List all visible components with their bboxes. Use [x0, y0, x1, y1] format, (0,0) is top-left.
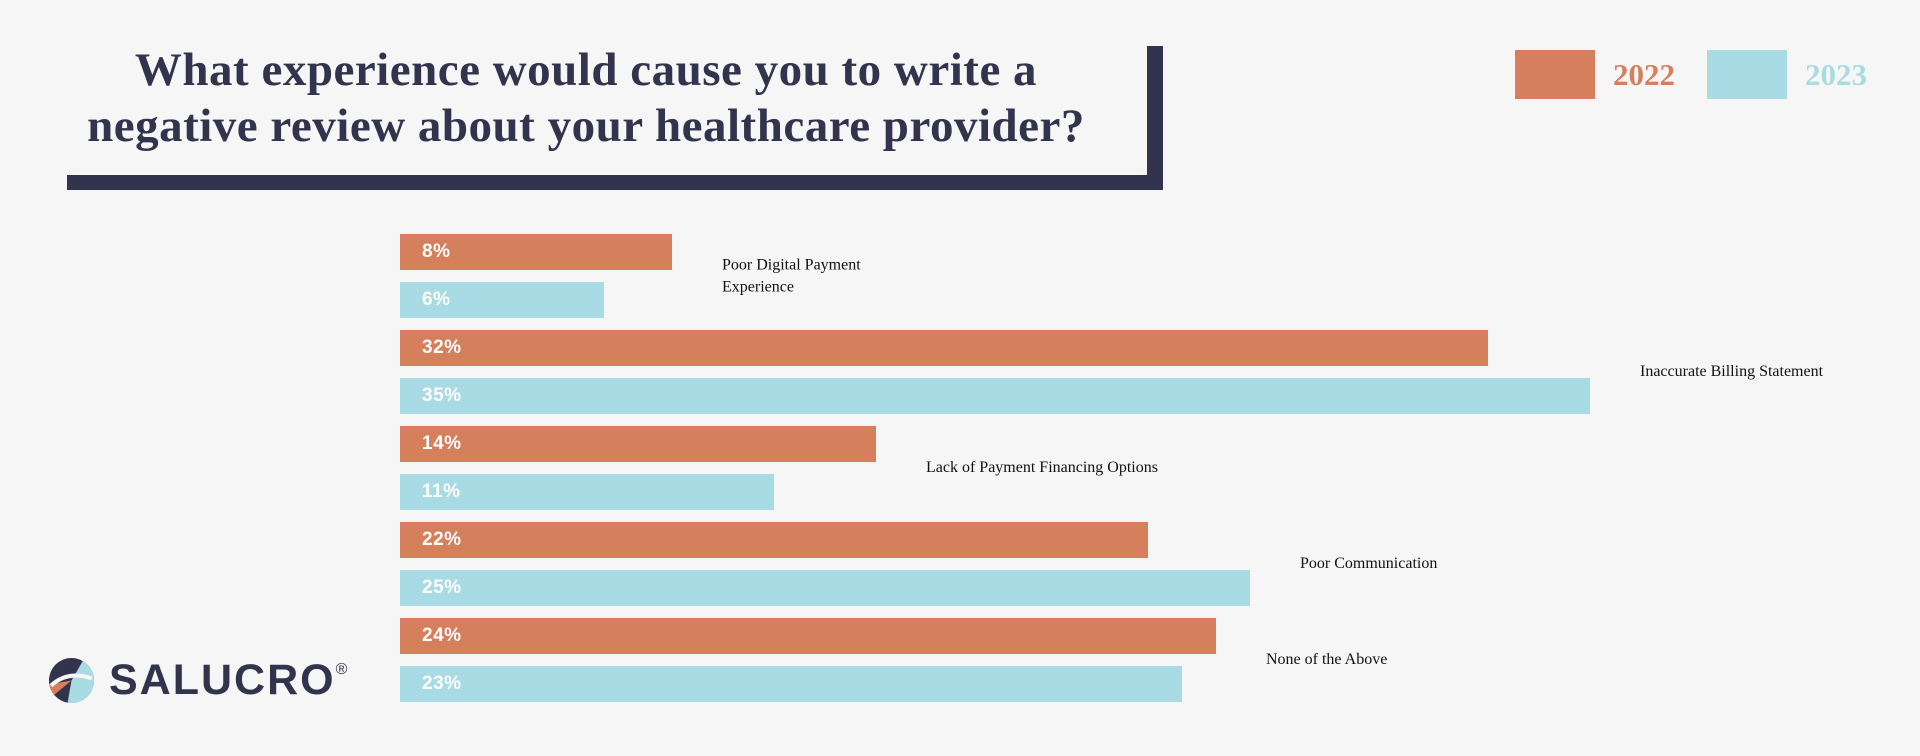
salucro-logo-text: SALUCRO® — [109, 659, 347, 702]
bar-value-label: 22% — [422, 529, 462, 550]
bar-value-label: 14% — [422, 433, 462, 454]
bar-value-label: 8% — [422, 241, 451, 262]
bar-group: 22% 25% Poor Communication — [400, 522, 1870, 606]
title-side-bar — [1147, 46, 1163, 190]
bar-value-label: 23% — [422, 673, 462, 694]
bar-group: 24% 23% None of the Above — [400, 618, 1870, 702]
bar-2022: 22% — [400, 522, 1148, 558]
legend-item-2022: 2022 — [1515, 50, 1675, 99]
salucro-wordmark: SALUCRO — [109, 656, 336, 704]
legend-label-2023: 2023 — [1805, 56, 1867, 92]
bar-2023: 6% — [400, 282, 604, 318]
legend-label-2022: 2022 — [1613, 56, 1675, 92]
salucro-logo-icon — [49, 658, 94, 703]
bar-2022: 8% — [400, 234, 672, 270]
category-label: Poor Digital Payment Experience — [722, 256, 861, 295]
bar-2022: 32% — [400, 330, 1488, 366]
category-label: None of the Above — [1266, 651, 1388, 669]
title-line-2: negative review about your healthcare pr… — [87, 100, 1085, 152]
bar-value-label: 25% — [422, 577, 462, 598]
bar-value-label: 35% — [422, 385, 462, 406]
bar-2022: 24% — [400, 618, 1216, 654]
bar-2023: 11% — [400, 474, 774, 510]
title-line-1: What experience would cause you to write… — [134, 44, 1038, 96]
bar-group: 14% 11% Lack of Payment Financing Options — [400, 426, 1870, 510]
bar-group: 8% 6% Poor Digital Payment Experience — [400, 234, 1870, 318]
legend-swatch-2023 — [1707, 50, 1787, 99]
salucro-logo: SALUCRO® — [49, 658, 347, 703]
bar-value-label: 24% — [422, 625, 462, 646]
bar-2023: 35% — [400, 378, 1590, 414]
title-underline-bar — [67, 175, 1163, 190]
legend: 2022 2023 — [1515, 50, 1867, 99]
category-label: Inaccurate Billing Statement — [1640, 363, 1824, 381]
bar-value-label: 11% — [422, 481, 461, 502]
legend-item-2023: 2023 — [1707, 50, 1867, 99]
category-label: Poor Communication — [1300, 555, 1438, 573]
page-title: What experience would cause you to write… — [46, 42, 1126, 154]
bar-value-label: 32% — [422, 337, 462, 358]
bar-chart: 8% 6% Poor Digital Payment Experience 32% 35… — [400, 234, 1870, 702]
category-label: Lack of Payment Financing Options — [926, 459, 1158, 477]
bar-2023: 25% — [400, 570, 1250, 606]
bar-2022: 14% — [400, 426, 876, 462]
registered-trademark-symbol: ® — [335, 661, 348, 678]
legend-swatch-2022 — [1515, 50, 1595, 99]
bar-value-label: 6% — [422, 289, 451, 310]
bar-2023: 23% — [400, 666, 1182, 702]
bar-group: 32% 35% Inaccurate Billing Statement — [400, 330, 1870, 414]
